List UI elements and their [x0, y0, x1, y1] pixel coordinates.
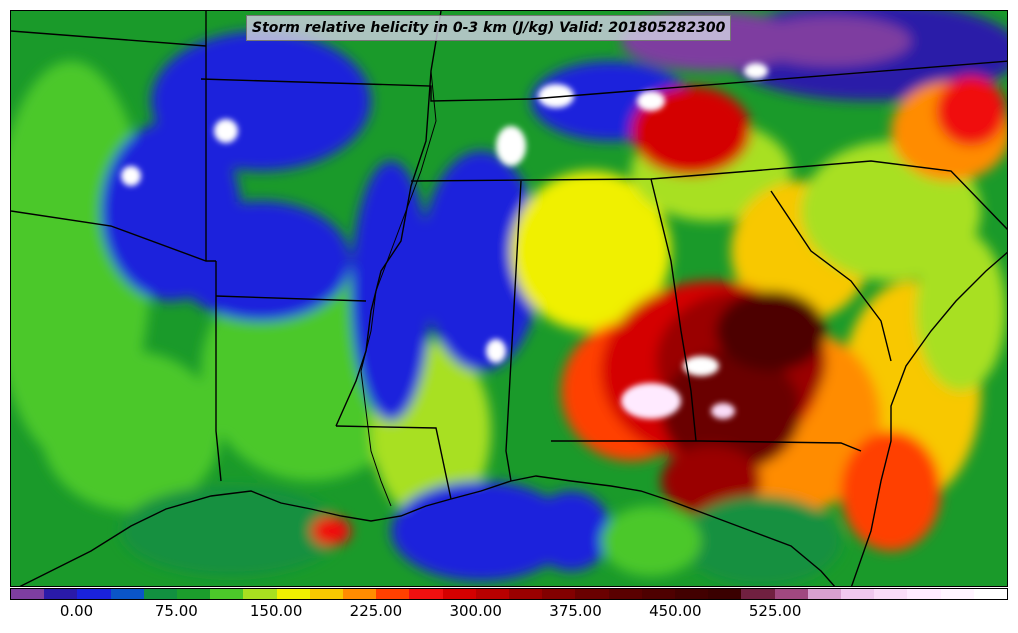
colorbar-tick-label: 450.00 — [649, 602, 702, 620]
colorbar-labels: 0.00 75.00 150.00 225.00 300.00 375.00 450.00 5… — [0, 602, 1018, 626]
gulf-coastline — [19, 475, 836, 586]
mississippi-river — [360, 70, 437, 507]
colorbar-swatch — [44, 589, 78, 599]
map-panel — [10, 10, 1008, 587]
helicity-map — [11, 11, 1007, 586]
map-title: Storm relative helicity in 0-3 km (J/kg)… — [246, 15, 732, 41]
colorbar-swatch — [177, 589, 211, 599]
colorbar-swatch — [741, 589, 775, 599]
colorbar-swatch — [309, 589, 344, 599]
colorbar-swatch — [143, 589, 178, 599]
colorbar-swatch — [874, 589, 908, 599]
colorbar-swatch — [343, 589, 377, 599]
colorbar-swatch — [641, 589, 676, 599]
colorbar-tick-label: 375.00 — [549, 602, 602, 620]
colorbar-swatch — [774, 589, 808, 599]
colorbar-swatch — [276, 589, 310, 599]
colorbar-tick-label: 225.00 — [349, 602, 403, 620]
colorbar-swatch — [708, 589, 742, 599]
colorbar-swatch — [442, 589, 476, 599]
colorbar-tick-label: 525.00 — [748, 602, 802, 620]
colorbar-tick-label: 150.00 — [249, 602, 303, 620]
colorbar-swatch — [907, 589, 941, 599]
colorbar-swatch — [409, 589, 443, 599]
atlantic-coastline — [850, 251, 1007, 586]
colorbar-tick-label: 300.00 — [449, 602, 502, 620]
colorbar-swatch — [973, 589, 1008, 599]
colorbar-swatch — [110, 589, 144, 599]
colorbar-swatch — [77, 589, 111, 599]
colorbar-swatch — [675, 589, 709, 599]
colorbar-swatch — [11, 589, 45, 599]
helicity-field — [11, 11, 1007, 586]
colorbar-swatch — [841, 589, 875, 599]
colorbar-tick-label: 75.00 — [154, 602, 198, 620]
colorbar-tick-label: 0.00 — [59, 602, 94, 620]
colorbar-swatch — [575, 589, 609, 599]
state-boundaries — [11, 11, 1007, 500]
colorbar-swatch — [243, 589, 277, 599]
colorbar-swatch — [807, 589, 842, 599]
colorbar-swatch — [509, 589, 543, 599]
colorbar-swatch — [940, 589, 974, 599]
colorbar-swatch — [608, 589, 642, 599]
colorbar-swatch — [210, 589, 244, 599]
colorbar-swatch — [475, 589, 510, 599]
helicity-extremes — [121, 63, 768, 419]
colorbar-swatch — [542, 589, 576, 599]
colorbar — [10, 588, 1008, 600]
colorbar-swatch — [376, 589, 410, 599]
